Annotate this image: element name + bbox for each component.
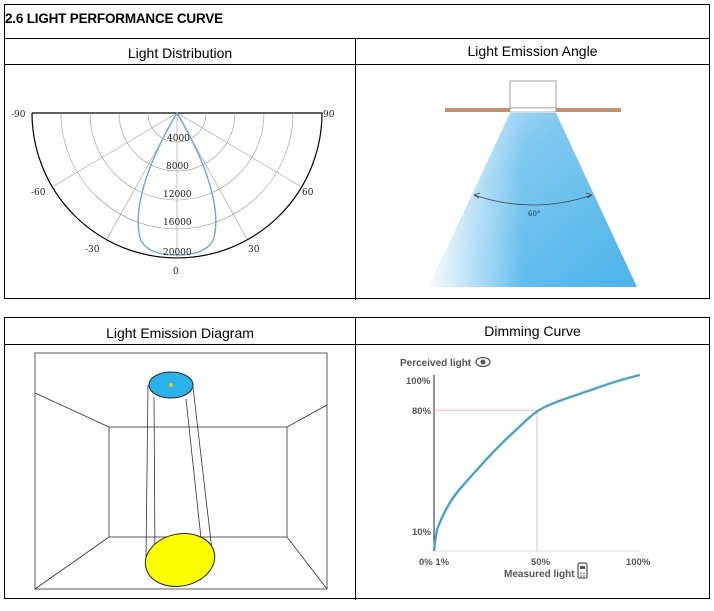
ring-label: 20000 bbox=[163, 248, 192, 258]
angle-label: 30 bbox=[248, 245, 260, 255]
ring-label: 16000 bbox=[163, 218, 192, 228]
header-emission-angle: Light Emission Angle bbox=[467, 43, 598, 59]
y-tick-label: 100% bbox=[406, 376, 431, 387]
x-tick-label: 0% 1% bbox=[419, 557, 450, 568]
angle-label: 60 bbox=[302, 188, 314, 198]
dimming-curve-line bbox=[432, 373, 641, 552]
x-axis-title: Measured light bbox=[504, 569, 575, 580]
emission-dimming-table: Light Emission Diagram Dimming Curve Per… bbox=[4, 317, 710, 600]
angle-label: -90 bbox=[11, 110, 26, 120]
light-performance-table: 2.6 LIGHT PERFORMANCE CURVE Light Distri… bbox=[4, 4, 710, 300]
fixture-icon bbox=[509, 80, 557, 109]
section-title: 2.6 LIGHT PERFORMANCE CURVE bbox=[5, 11, 223, 26]
header-dimming-curve: Dimming Curve bbox=[484, 323, 581, 339]
angle-value: 60° bbox=[528, 210, 540, 218]
column-divider bbox=[355, 38, 356, 300]
header-emission-diagram: Light Emission Diagram bbox=[106, 325, 254, 341]
y-tick-label: 80% bbox=[412, 406, 432, 417]
x-tick-label: 50% bbox=[531, 557, 551, 568]
light-spot bbox=[144, 533, 216, 587]
dimming-curve-chart: Perceived light 100% 80% 10% 0% 1% 50% 1… bbox=[400, 356, 651, 580]
eye-icon bbox=[475, 356, 491, 368]
column-divider bbox=[355, 318, 356, 600]
row-divider bbox=[5, 344, 709, 345]
angle-arc bbox=[473, 194, 593, 206]
ring-label: 8000 bbox=[166, 162, 189, 172]
emission-angle-diagram: 60° bbox=[429, 80, 637, 287]
meter-icon bbox=[577, 562, 588, 579]
light-distribution-diagram: -90 90 -60 60 -30 30 0 4000 8000 12000 1… bbox=[11, 110, 335, 277]
y-tick-label: 10% bbox=[412, 527, 432, 538]
row-divider bbox=[5, 38, 709, 39]
row-divider bbox=[5, 64, 709, 65]
ring-label: 12000 bbox=[163, 190, 192, 200]
header-light-distribution: Light Distribution bbox=[127, 45, 233, 61]
ring-label: 4000 bbox=[167, 134, 190, 144]
y-axis-title: Perceived light bbox=[400, 358, 472, 369]
x-tick-label: 100% bbox=[626, 557, 651, 568]
angle-label: -60 bbox=[31, 188, 46, 198]
angle-label: -30 bbox=[85, 245, 100, 255]
distribution-curve bbox=[137, 111, 217, 256]
emission-room-diagram bbox=[34, 352, 328, 590]
angle-label: 0 bbox=[173, 267, 179, 277]
angle-label: 90 bbox=[323, 110, 335, 120]
